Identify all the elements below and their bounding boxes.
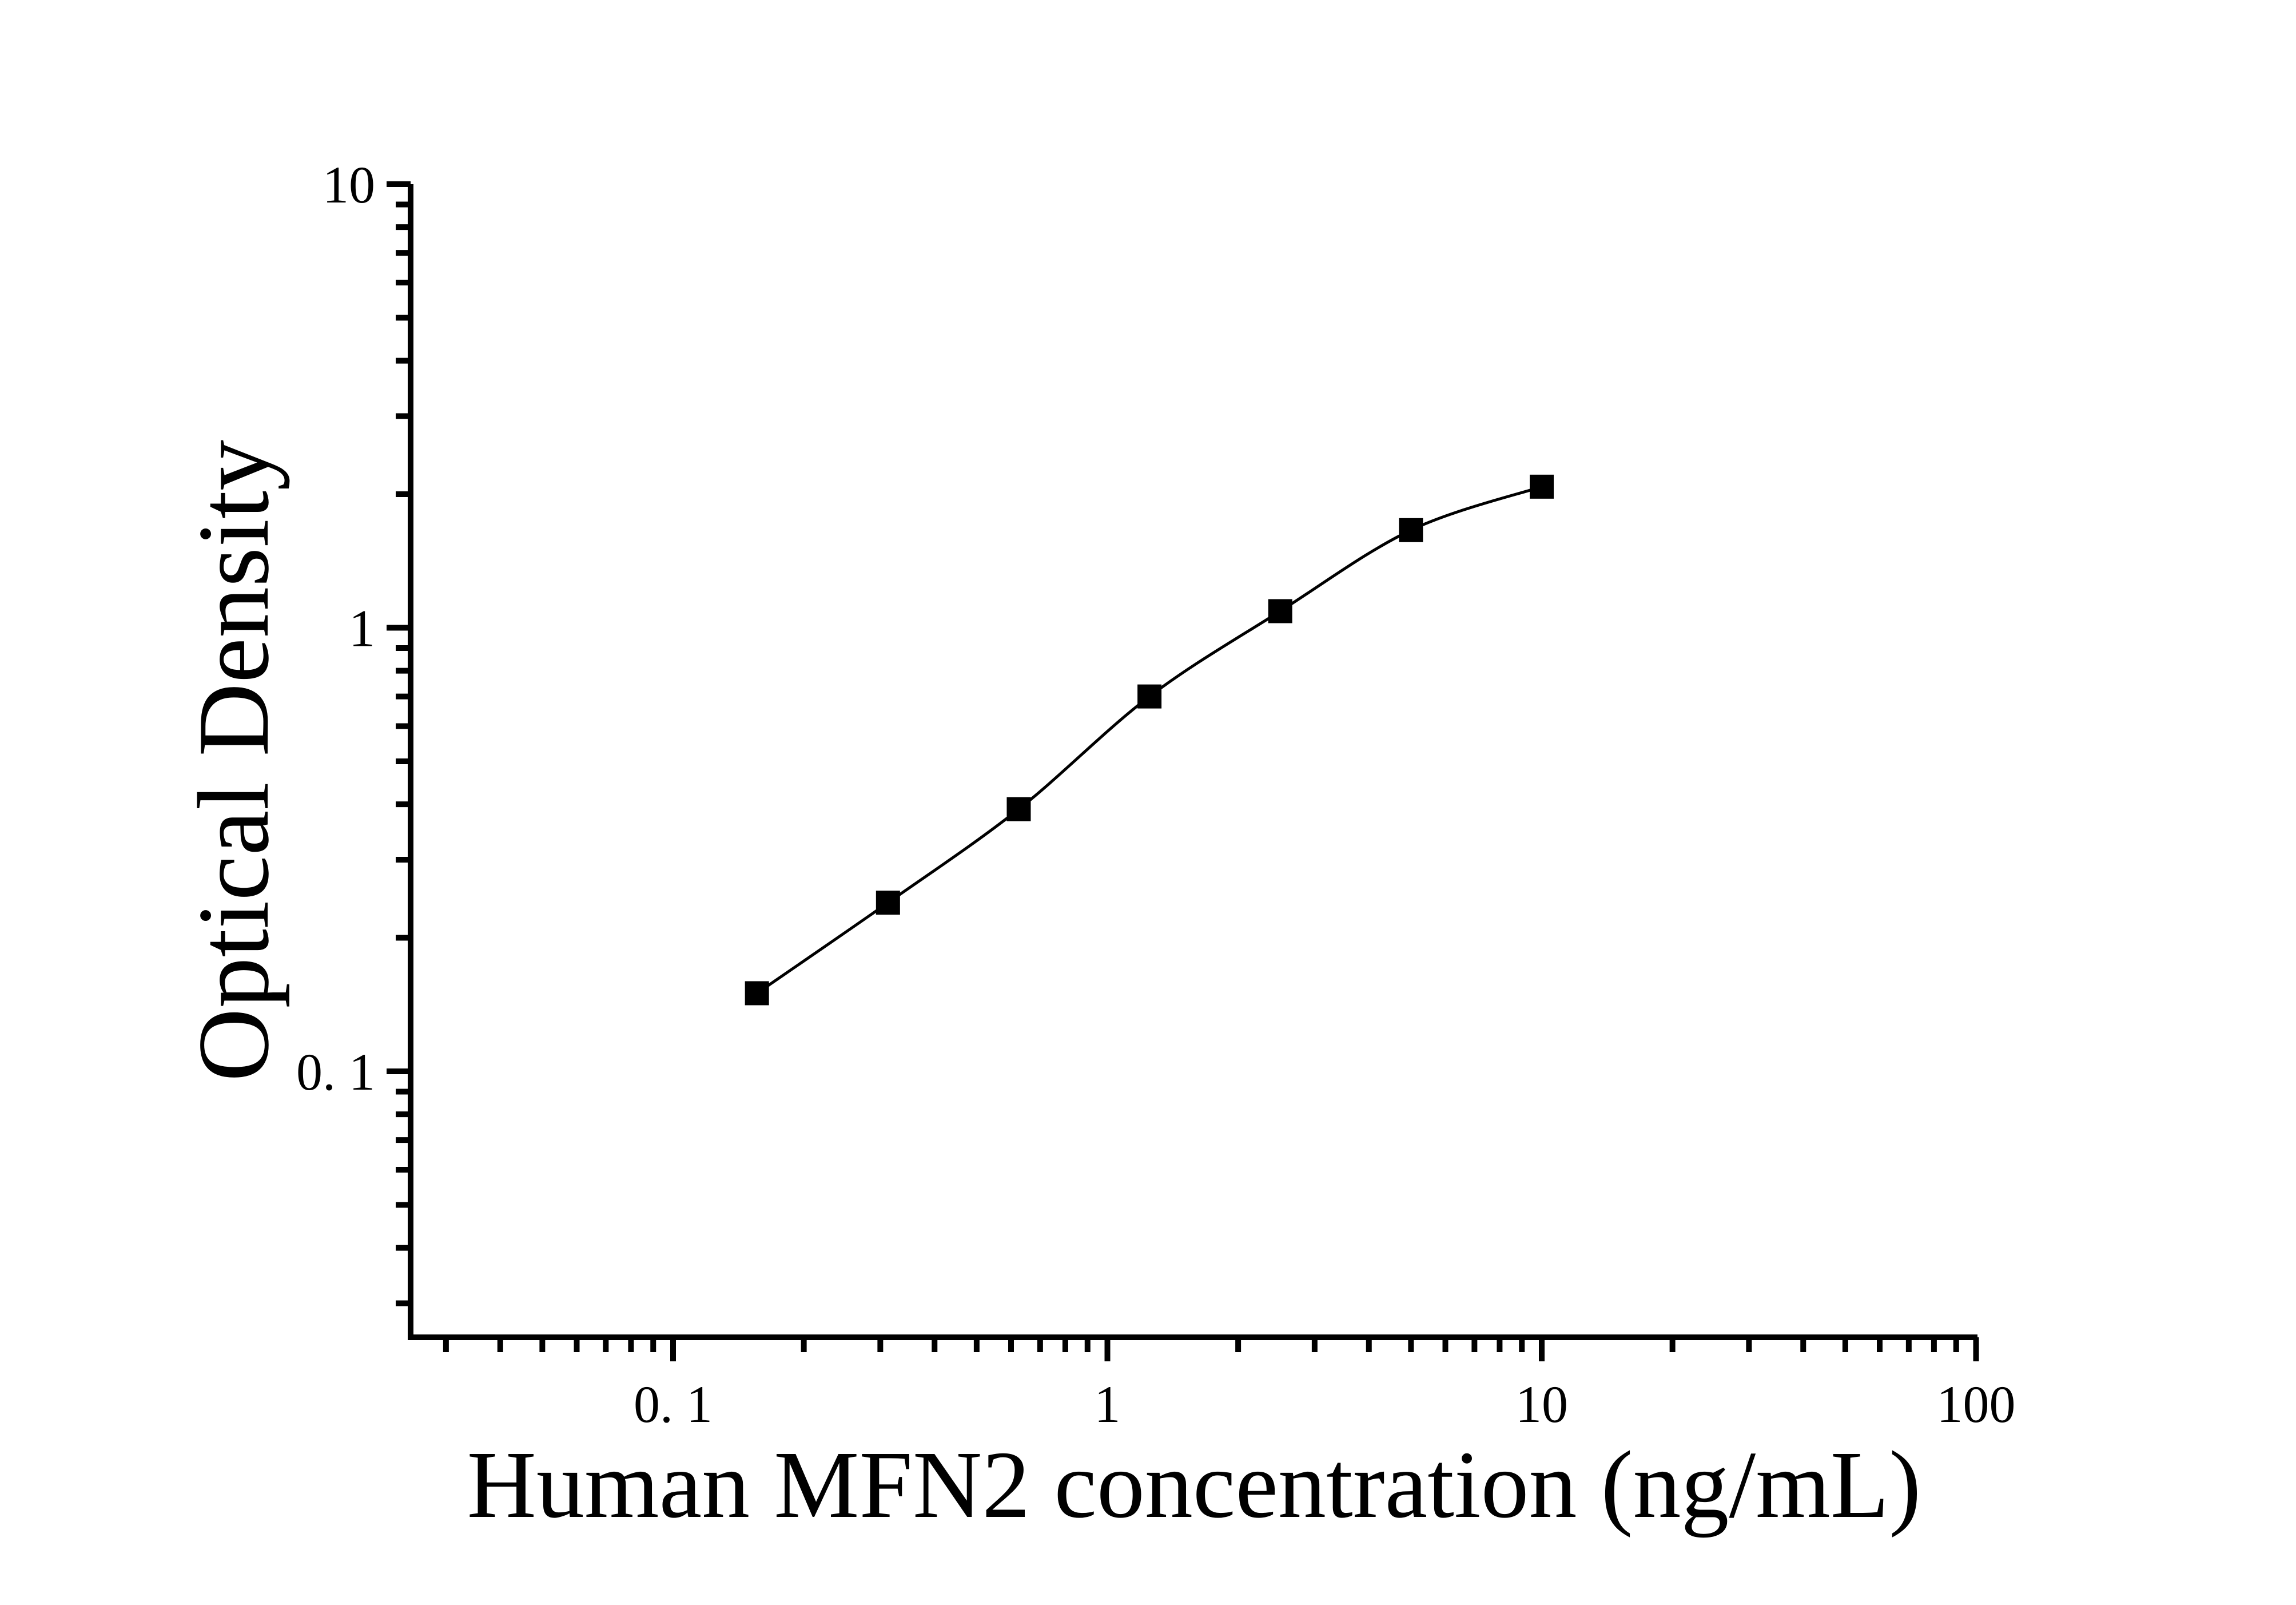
tick-layer xyxy=(387,181,1979,1361)
data-point-marker xyxy=(876,891,900,915)
x-tick-label: 100 xyxy=(1937,1375,2016,1433)
y-axis-title: Optical Density xyxy=(177,440,290,1082)
data-point-marker xyxy=(745,981,769,1006)
axis-frame xyxy=(408,184,1977,1340)
data-point-marker xyxy=(1530,474,1554,499)
x-tick-label: 10 xyxy=(1515,1375,1568,1433)
axes-layer xyxy=(408,184,1977,1340)
data-point-marker xyxy=(1268,599,1292,623)
series-layer xyxy=(745,474,1554,1006)
x-tick-label: 1 xyxy=(1095,1375,1121,1433)
y-tick-label: 0. 1 xyxy=(296,1043,375,1101)
y-tick-label: 10 xyxy=(323,156,375,214)
data-point-marker xyxy=(1399,518,1423,542)
x-tick-label: 0. 1 xyxy=(634,1375,713,1433)
x-axis-title: Human MFN2 concentration (ng/mL) xyxy=(467,1432,1921,1538)
data-point-marker xyxy=(1137,684,1162,709)
y-tick-label: 1 xyxy=(349,599,375,658)
data-point-marker xyxy=(1006,797,1031,821)
tick-label-layer: 0. 1 1 10 100 0. 1 1 10 xyxy=(296,156,2016,1433)
standard-curve-line xyxy=(756,485,1542,995)
